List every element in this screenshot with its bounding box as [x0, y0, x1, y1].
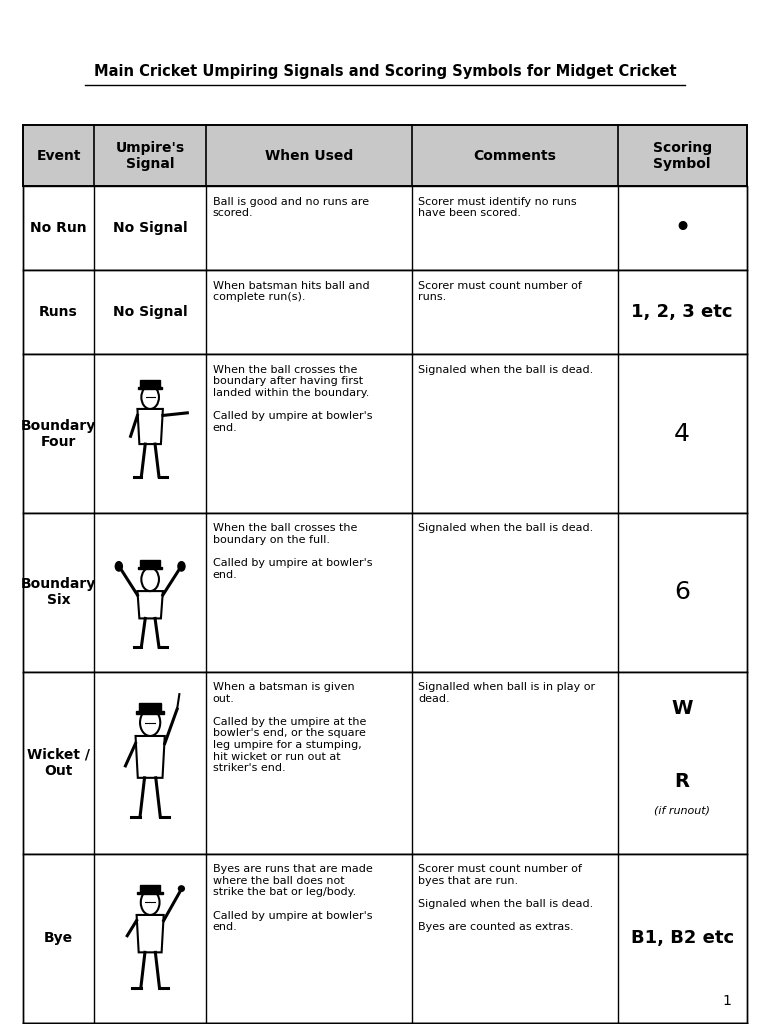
Bar — [23, 672, 747, 854]
Text: Comments: Comments — [474, 148, 556, 163]
Bar — [137, 892, 163, 894]
Bar — [140, 380, 160, 387]
Text: No Signal: No Signal — [113, 305, 187, 319]
Circle shape — [142, 567, 159, 591]
Circle shape — [140, 709, 160, 736]
Text: Runs: Runs — [39, 305, 78, 319]
Text: When the ball crosses the
boundary after having first
landed within the boundary: When the ball crosses the boundary after… — [213, 365, 372, 432]
Text: Signalled when ball is in play or
dead.: Signalled when ball is in play or dead. — [418, 682, 595, 703]
Text: 6: 6 — [675, 581, 690, 604]
Text: Scorer must identify no runs
have been scored.: Scorer must identify no runs have been s… — [418, 197, 577, 218]
Text: Scorer must count number of
byes that are run.

Signaled when the ball is dead.
: Scorer must count number of byes that ar… — [418, 864, 594, 932]
Circle shape — [116, 562, 122, 571]
Text: W: W — [671, 698, 693, 718]
Bar — [23, 186, 747, 270]
Text: (if runout): (if runout) — [654, 805, 710, 815]
Bar — [138, 567, 162, 569]
Text: Signaled when the ball is dead.: Signaled when the ball is dead. — [418, 365, 594, 375]
Ellipse shape — [178, 885, 185, 892]
Text: Wicket /
Out: Wicket / Out — [27, 748, 90, 778]
Bar — [138, 387, 162, 389]
Bar — [23, 270, 747, 354]
Text: When batsman hits ball and
complete run(s).: When batsman hits ball and complete run(… — [213, 281, 369, 302]
Polygon shape — [137, 409, 163, 444]
Text: Boundary
Four: Boundary Four — [21, 419, 96, 449]
Text: Byes are runs that are made
where the ball does not
strike the bat or leg/body.
: Byes are runs that are made where the ba… — [213, 864, 372, 932]
Bar — [23, 354, 747, 513]
Text: 1: 1 — [722, 994, 732, 1009]
Text: •: • — [673, 214, 691, 243]
Text: Scorer must count number of
runs.: Scorer must count number of runs. — [418, 281, 582, 302]
Circle shape — [178, 562, 185, 571]
Circle shape — [142, 385, 159, 409]
Text: Event: Event — [36, 148, 81, 163]
Text: When the ball crosses the
boundary on the full.

Called by umpire at bowler's
en: When the ball crosses the boundary on th… — [213, 523, 372, 580]
Text: No Run: No Run — [30, 221, 87, 236]
Text: Ball is good and no runs are
scored.: Ball is good and no runs are scored. — [213, 197, 369, 218]
Bar — [23, 1023, 747, 1024]
Bar — [23, 854, 747, 1023]
Polygon shape — [136, 736, 165, 778]
Text: No Signal: No Signal — [113, 221, 187, 236]
Polygon shape — [137, 591, 163, 618]
Circle shape — [141, 890, 159, 914]
Text: Umpire's
Signal: Umpire's Signal — [116, 140, 185, 171]
Text: When a batsman is given
out.

Called by the umpire at the
bowler's end, or the s: When a batsman is given out. Called by t… — [213, 682, 366, 773]
Bar — [140, 560, 160, 566]
Text: When Used: When Used — [265, 148, 353, 163]
Bar — [23, 513, 747, 672]
Text: Bye: Bye — [44, 932, 73, 945]
Text: Signaled when the ball is dead.: Signaled when the ball is dead. — [418, 523, 594, 534]
Polygon shape — [136, 914, 164, 952]
Text: R: R — [675, 772, 690, 791]
Bar — [23, 125, 747, 186]
Text: 4: 4 — [675, 422, 690, 445]
Bar — [139, 703, 161, 711]
Text: B1, B2 etc: B1, B2 etc — [631, 930, 734, 947]
Bar — [140, 885, 160, 891]
Text: 1, 2, 3 etc: 1, 2, 3 etc — [631, 303, 733, 322]
Bar — [136, 711, 164, 714]
Text: Boundary
Six: Boundary Six — [21, 578, 96, 607]
Text: Main Cricket Umpiring Signals and Scoring Symbols for Midget Cricket: Main Cricket Umpiring Signals and Scorin… — [94, 65, 676, 79]
Text: Scoring
Symbol: Scoring Symbol — [653, 140, 711, 171]
